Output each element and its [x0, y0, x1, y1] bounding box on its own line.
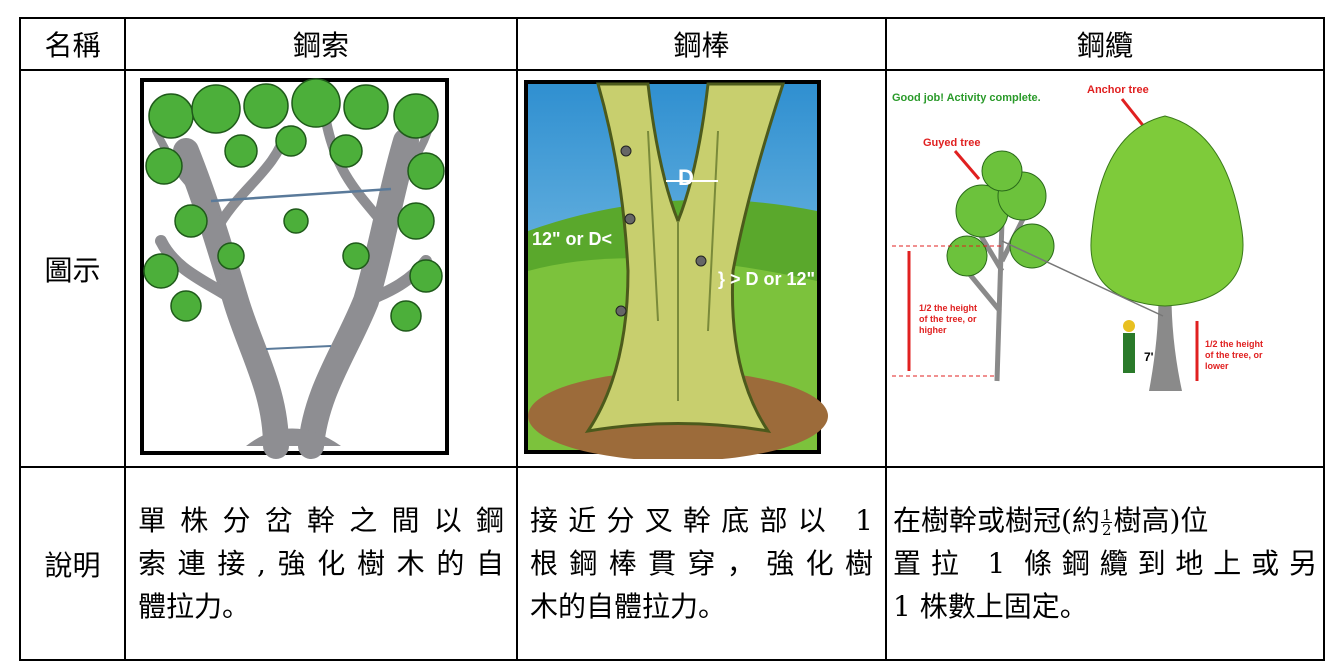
text-line: 索連接,強化樹木的自 [138, 547, 504, 580]
text-line: 根鋼棒貫穿，強化樹 [530, 547, 873, 580]
comparison-table: 名稱 鋼索 鋼棒 鋼纜 圖示 D 12" or D< [19, 17, 1325, 661]
height-label: 7' [1144, 350, 1154, 364]
text-line: 置拉 1 條鋼纜到地上或另 [893, 547, 1317, 580]
rod-label: } > D or 12" [718, 269, 815, 289]
illustration-row: 圖示 D 12" or D< } > D or 12" [19, 69, 1325, 468]
row-label: 說明 [19, 466, 126, 661]
header-cell: 名稱 [19, 17, 126, 71]
rod-label: D [678, 165, 694, 190]
guy-cable-illustration: Good job! Activity complete. Anchor tree… [892, 84, 1263, 391]
illustration-cell: Good job! Activity complete. Anchor tree… [885, 69, 1325, 468]
text: 在樹幹或樹冠(約 [893, 504, 1100, 537]
text-line: 接近分叉幹底部以 1 [530, 504, 873, 537]
illustration-cell [124, 69, 518, 468]
text: 樹高)位 [1113, 504, 1209, 537]
tree-label: Anchor tree [1087, 84, 1149, 96]
illustration-cell: D 12" or D< } > D or 12" [516, 69, 887, 468]
rod-illustration: D 12" or D< } > D or 12" [524, 80, 828, 461]
row-label: 圖示 [19, 69, 126, 468]
numerator: 1 [1100, 506, 1113, 524]
header-cell: 鋼棒 [516, 17, 887, 71]
denominator: 2 [1101, 521, 1112, 539]
text-line: 體拉力。 [138, 590, 251, 623]
caption: Good job! Activity complete. [892, 92, 1041, 104]
text-line: 在樹幹或樹冠(約 1 2 樹高)位 [893, 499, 1317, 542]
note: 1/2 the height of the tree, or lower [1205, 339, 1263, 371]
cable-illustration [140, 78, 449, 459]
note: 1/2 the height of the tree, or higher [919, 303, 977, 335]
description-cell: 在樹幹或樹冠(約 1 2 樹高)位 置拉 1 條鋼纜到地上或另 1 株數上固定。 [885, 466, 1325, 661]
text-line: 木的自體拉力。 [530, 590, 727, 623]
description-cell: 單株分岔幹之間以鋼 索連接,強化樹木的自 體拉力。 [124, 466, 518, 661]
description-cell: 接近分叉幹底部以 1 根鋼棒貫穿，強化樹 木的自體拉力。 [516, 466, 887, 661]
text-line: 單株分岔幹之間以鋼 [138, 504, 504, 537]
description-row: 說明 單株分岔幹之間以鋼 索連接,強化樹木的自 體拉力。 接近分叉幹底部以 1 … [19, 466, 1325, 661]
header-row: 名稱 鋼索 鋼棒 鋼纜 [19, 17, 1325, 71]
text-line: 1 株數上固定。 [893, 590, 1088, 623]
header-cell: 鋼纜 [885, 17, 1325, 71]
tree-label: Guyed tree [923, 137, 980, 149]
header-cell: 鋼索 [124, 17, 518, 71]
rod-label: 12" or D< [532, 229, 612, 249]
